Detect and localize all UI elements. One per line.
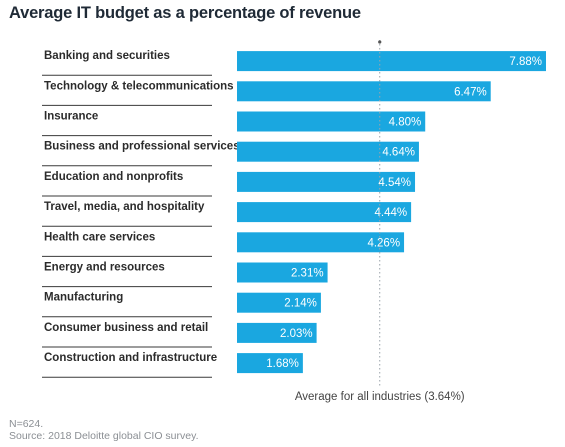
value-label: 2.03%	[280, 328, 313, 340]
category-label: Construction and infrastructure	[44, 352, 217, 364]
category-label: Technology & telecommunications	[44, 80, 234, 92]
bar	[237, 81, 491, 102]
value-label: 2.31%	[291, 268, 324, 280]
bar	[237, 171, 416, 192]
source-note: Source: 2018 Deloitte global CIO survey.	[9, 430, 199, 442]
category-label: Insurance	[44, 111, 98, 123]
bar	[237, 353, 303, 374]
value-label: 4.26%	[367, 237, 400, 249]
bar	[237, 262, 328, 283]
value-label: 4.80%	[389, 117, 422, 129]
category-label: Manufacturing	[44, 292, 123, 304]
average-line-cap	[378, 40, 382, 44]
value-label: 1.68%	[266, 358, 299, 370]
bar	[237, 292, 321, 313]
category-label: Business and professional services	[44, 141, 240, 153]
bar	[237, 322, 317, 343]
category-label: Consumer business and retail	[44, 322, 208, 334]
value-label: 6.47%	[454, 86, 487, 98]
average-label: Average for all industries (3.64%)	[295, 391, 465, 403]
bar	[237, 232, 405, 253]
sample-size-note: N=624.	[9, 418, 44, 430]
category-label: Banking and securities	[44, 50, 170, 62]
row-separators	[42, 74, 212, 378]
value-label: 2.14%	[284, 298, 317, 310]
bar	[237, 202, 412, 223]
bar	[237, 51, 546, 72]
value-label: 4.54%	[378, 177, 411, 189]
category-label: Travel, media, and hospitality	[44, 201, 205, 213]
average-reference: Average for all industries (3.64%)	[295, 40, 465, 403]
value-label: 4.64%	[382, 147, 415, 159]
value-label: 7.88%	[509, 56, 542, 68]
bar	[237, 111, 426, 132]
chart-title: Average IT budget as a percentage of rev…	[9, 4, 361, 22]
bar	[237, 141, 419, 162]
category-label: Energy and resources	[44, 262, 165, 274]
value-label: 4.44%	[374, 207, 407, 219]
bars: Banking and securities 7.88% Technology & …	[44, 50, 546, 374]
category-label: Health care services	[44, 231, 155, 243]
category-label: Education and nonprofits	[44, 171, 183, 183]
